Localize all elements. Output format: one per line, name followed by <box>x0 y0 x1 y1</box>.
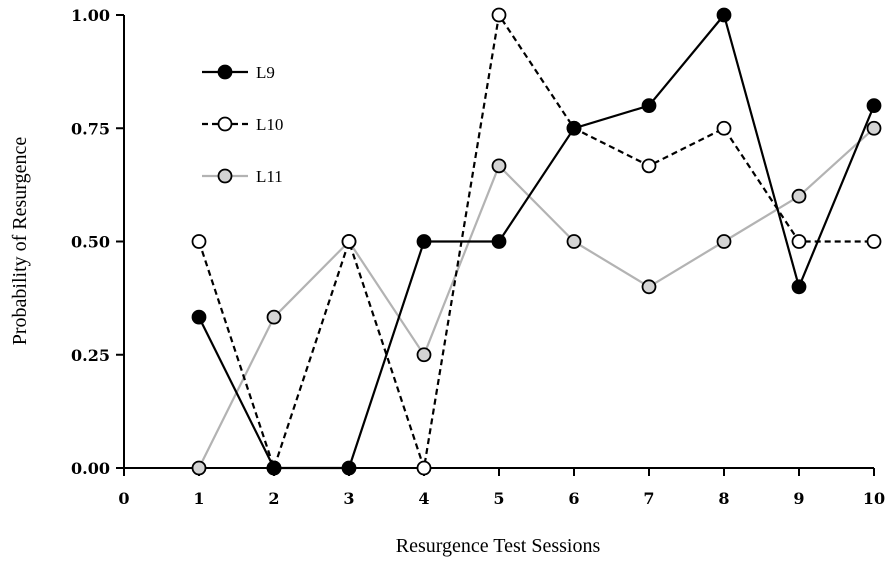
y-tick-label: 0.25 <box>71 346 110 365</box>
data-point-l11 <box>566 234 582 249</box>
data-point-l10 <box>416 460 432 476</box>
series-markers <box>191 7 882 476</box>
x-tick-label: 3 <box>343 489 354 508</box>
y-tick-label: 0.00 <box>71 459 110 478</box>
data-point-l9 <box>791 279 807 295</box>
y-tick-label: 0.75 <box>71 119 110 138</box>
series-lines <box>197 13 876 470</box>
series-line-l9 <box>198 13 876 470</box>
x-tick-label: 4 <box>418 489 429 508</box>
data-point-l10 <box>866 234 882 249</box>
series-line-l10 <box>197 13 874 470</box>
data-point-l9 <box>266 460 282 476</box>
data-point-l10 <box>791 234 807 249</box>
data-point-l9 <box>416 234 432 249</box>
y-tick-label: 0.50 <box>71 233 110 252</box>
data-point-l9 <box>341 460 357 476</box>
x-tick-label: 2 <box>268 489 279 508</box>
data-point-l9 <box>641 98 657 113</box>
data-point-l10 <box>341 234 357 249</box>
data-point-l11 <box>716 234 732 249</box>
x-tick-label: 6 <box>568 489 579 508</box>
data-point-l9 <box>191 309 207 325</box>
y-axis-ticks: 0.00 0.25 0.50 0.75 1.00 <box>71 6 124 478</box>
data-point-l9 <box>566 120 582 136</box>
series-line-l11 <box>198 127 875 469</box>
legend-label-l11: L11 <box>256 167 283 186</box>
data-point-l11 <box>641 279 657 295</box>
x-axis-title: Resurgence Test Sessions <box>396 535 601 557</box>
data-point-l11 <box>266 309 282 325</box>
x-axis-ticks: 0 1 2 3 4 5 6 7 8 9 10 <box>118 468 885 508</box>
x-tick-label: 10 <box>863 489 885 508</box>
data-point-l11 <box>866 120 882 136</box>
legend-label-l10: L10 <box>256 115 283 134</box>
y-tick-label: 1.00 <box>71 6 110 25</box>
y-axis-title: Probability of Resurgence <box>9 137 31 346</box>
x-tick-label: 5 <box>493 489 504 508</box>
data-point-l10 <box>491 7 507 23</box>
data-point-l10 <box>641 158 657 174</box>
legend-marker-l10 <box>217 116 233 132</box>
data-point-l10 <box>191 234 207 249</box>
data-point-l9 <box>866 98 882 113</box>
legend: L9 L10 L11 <box>202 63 283 186</box>
data-point-l11 <box>791 188 807 204</box>
data-point-l9 <box>491 234 507 249</box>
legend-label-l9: L9 <box>256 63 275 82</box>
data-point-l11 <box>191 460 207 476</box>
legend-marker-l11 <box>217 168 233 184</box>
data-point-l9 <box>716 7 732 23</box>
data-point-l11 <box>416 347 432 363</box>
x-tick-label: 7 <box>643 489 654 508</box>
x-tick-label: 0 <box>118 489 129 508</box>
data-point-l11 <box>491 158 507 174</box>
x-tick-label: 9 <box>793 489 804 508</box>
legend-marker-l9 <box>217 64 233 80</box>
x-tick-label: 8 <box>718 489 729 508</box>
x-tick-label: 1 <box>193 489 204 508</box>
data-point-l10 <box>716 120 732 136</box>
